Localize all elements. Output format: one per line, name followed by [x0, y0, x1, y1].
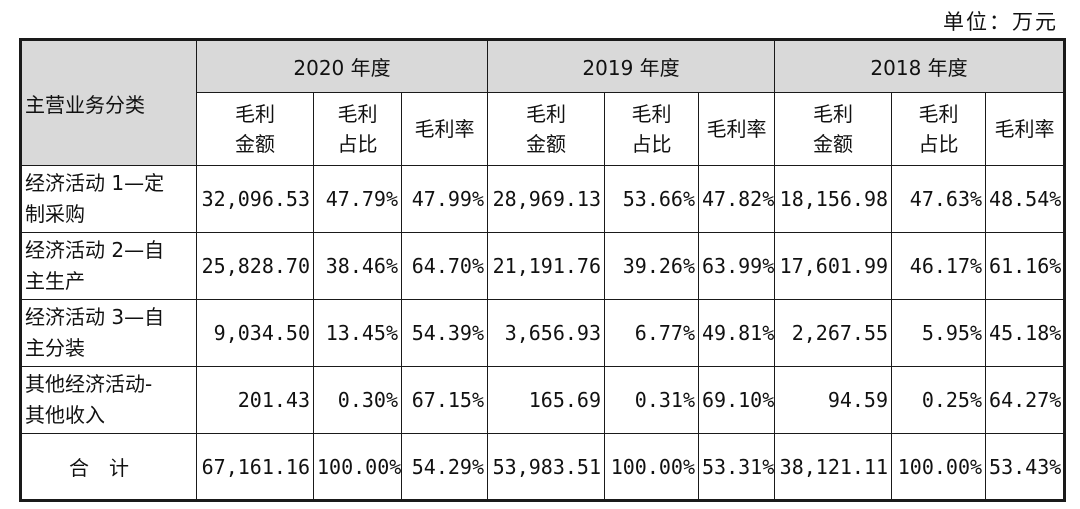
table-cell: 64.70%: [400, 232, 489, 300]
row-label: 其他经济活动- 其他收入: [20, 366, 197, 434]
year-header-2018: 2018 年度: [774, 39, 1066, 93]
col-header-share: 毛利 占比: [604, 92, 700, 166]
table-cell: 47.82%: [698, 165, 776, 233]
table-cell: 94.59: [774, 366, 893, 434]
table-cell: 53.31%: [698, 433, 776, 501]
total-row: 合计 67,161.16 100.00% 54.29% 53,983.51 10…: [20, 433, 1066, 501]
table-cell: 49.81%: [698, 299, 776, 367]
table-cell: 0.25%: [891, 366, 987, 434]
table-cell: 25,828.70: [196, 232, 314, 300]
table-cell: 67,161.16: [196, 433, 314, 501]
col-header-share: 毛利 占比: [891, 92, 987, 166]
table-cell: 38.46%: [313, 232, 402, 300]
col-header-share: 毛利 占比: [313, 92, 402, 166]
year-header-2019: 2019 年度: [487, 39, 776, 93]
col-header-margin: 毛利率: [400, 92, 489, 166]
table-cell: 201.43: [196, 366, 314, 434]
table-cell: 53.43%: [985, 433, 1066, 501]
col-header-amount: 毛利 金额: [487, 92, 606, 166]
table-cell: 39.26%: [604, 232, 700, 300]
table-cell: 64.27%: [985, 366, 1066, 434]
table-cell: 17,601.99: [774, 232, 893, 300]
category-header: 主营业务分类: [20, 39, 197, 166]
table-cell: 100.00%: [604, 433, 700, 501]
table-cell: 100.00%: [891, 433, 987, 501]
row-label: 经济活动 1—定 制采购: [20, 165, 197, 233]
table-cell: 53,983.51: [487, 433, 606, 501]
table-cell: 54.29%: [400, 433, 489, 501]
table-cell: 69.10%: [698, 366, 776, 434]
year-header-2020: 2020 年度: [195, 39, 489, 93]
table-cell: 2,267.55: [774, 299, 893, 367]
table-row: 经济活动 3—自 主分装 9,034.50 13.45% 54.39% 3,656…: [20, 299, 1066, 367]
table-row: 其他经济活动- 其他收入 201.43 0.30% 67.15% 165.69 0…: [20, 366, 1066, 434]
unit-label: 单位：万元: [943, 10, 1058, 34]
table-cell: 100.00%: [313, 433, 402, 501]
table-cell: 13.45%: [313, 299, 402, 367]
gross-profit-table: 主营业务分类 2020 年度 2019 年度 2018 年度 毛利 金额 毛利 占比…: [19, 38, 1067, 502]
table-cell: 45.18%: [985, 299, 1066, 367]
table-cell: 61.16%: [985, 232, 1066, 300]
table-cell: 47.63%: [891, 165, 987, 233]
row-label: 经济活动 3—自 主分装: [20, 299, 197, 367]
table-cell: 53.66%: [604, 165, 700, 233]
total-label: 合计: [20, 433, 197, 501]
table-cell: 3,656.93: [487, 299, 606, 367]
row-label: 经济活动 2—自 主生产: [20, 232, 197, 300]
col-header-margin: 毛利率: [698, 92, 776, 166]
table-cell: 46.17%: [891, 232, 987, 300]
table-cell: 9,034.50: [196, 299, 314, 367]
table-cell: 38,121.11: [774, 433, 893, 501]
table-cell: 67.15%: [400, 366, 489, 434]
col-header-margin: 毛利率: [985, 92, 1066, 166]
table-cell: 165.69: [487, 366, 606, 434]
col-header-amount: 毛利 金额: [774, 92, 893, 166]
table-cell: 47.99%: [400, 165, 489, 233]
table-cell: 21,191.76: [487, 232, 606, 300]
table-cell: 28,969.13: [487, 165, 606, 233]
table-cell: 0.31%: [604, 366, 700, 434]
table-row: 经济活动 1—定 制采购 32,096.53 47.79% 47.99% 28,9…: [20, 165, 1066, 233]
table-cell: 18,156.98: [774, 165, 893, 233]
table-row: 经济活动 2—自 主生产 25,828.70 38.46% 64.70% 21,1…: [20, 232, 1066, 300]
table-cell: 32,096.53: [196, 165, 314, 233]
table-cell: 63.99%: [698, 232, 776, 300]
table-cell: 0.30%: [313, 366, 402, 434]
col-header-amount: 毛利 金额: [196, 92, 314, 166]
table-cell: 5.95%: [891, 299, 987, 367]
table-cell: 54.39%: [400, 299, 489, 367]
table-cell: 48.54%: [985, 165, 1066, 233]
table-cell: 6.77%: [604, 299, 700, 367]
table-cell: 47.79%: [313, 165, 402, 233]
